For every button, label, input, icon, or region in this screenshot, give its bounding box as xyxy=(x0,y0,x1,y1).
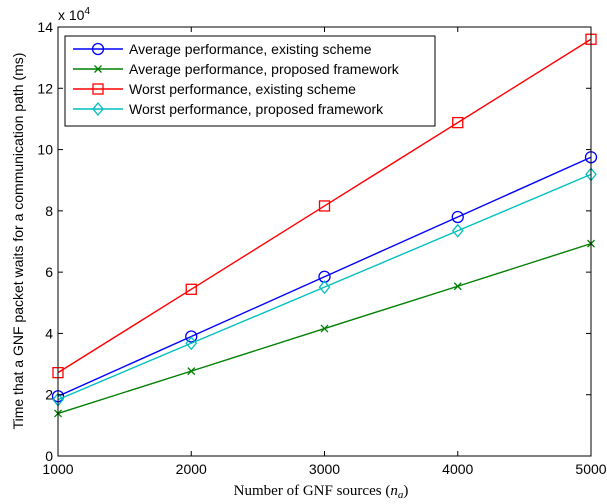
legend-label: Average performance, proposed framework xyxy=(129,61,400,77)
y-tick-label: 8 xyxy=(45,203,53,219)
legend-entry-average-performance-proposed-framework: Average performance, proposed framework xyxy=(73,61,400,77)
data-point-average-performance-existing-scheme-2 xyxy=(185,330,198,343)
data-point-worst-performance-existing-scheme-4 xyxy=(452,116,464,129)
series-line-worst-performance-existing-scheme xyxy=(57,38,592,374)
y-tick-label: 12 xyxy=(37,80,53,96)
data-point-average-performance-proposed-framework-4 xyxy=(453,282,462,291)
series-line-worst-performance-proposed-framework xyxy=(57,173,592,401)
y-tick-label: 2 xyxy=(45,387,53,403)
y-tick-label: 10 xyxy=(37,142,53,158)
data-point-worst-performance-proposed-framework-2 xyxy=(185,336,198,351)
data-point-average-performance-proposed-framework-2 xyxy=(187,367,196,376)
axes-layer: 1000 2000 3000 4000 5000 0 2 4 6 8 10 12 14 xyxy=(37,19,606,477)
x-tick-label: 5000 xyxy=(575,461,606,477)
series-line-average-performance-existing-scheme xyxy=(57,156,592,397)
legend-entry-worst-performance-existing-scheme: Worst performance, existing scheme xyxy=(73,81,356,97)
x-tick-label: 3000 xyxy=(309,461,340,477)
data-point-worst-performance-proposed-framework-3 xyxy=(318,280,331,295)
legend-label: Average performance, existing scheme xyxy=(129,41,372,57)
series-average-performance-proposed-framework xyxy=(54,239,595,418)
legend-entry-worst-performance-proposed-framework: Worst performance, proposed framework xyxy=(73,101,384,117)
y-tick-label: 0 xyxy=(45,448,53,464)
y-tick-label: 6 xyxy=(45,264,53,280)
data-point-worst-performance-existing-scheme-3 xyxy=(318,200,331,212)
x-tick-label: 4000 xyxy=(442,461,473,477)
y-tick-label: 14 xyxy=(37,19,53,35)
data-point-average-performance-existing-scheme-3 xyxy=(318,270,331,283)
data-point-average-performance-existing-scheme-4 xyxy=(451,210,464,224)
legend-label: Worst performance, proposed framework xyxy=(129,101,384,117)
x-tick-label: 2000 xyxy=(176,461,207,477)
data-point-worst-performance-proposed-framework-4 xyxy=(451,223,464,238)
x-axis-label: Number of GNF sources (na) xyxy=(234,483,409,501)
legend-entry-average-performance-existing-scheme: Average performance, existing scheme xyxy=(73,41,372,57)
y-multiplier: x 104 xyxy=(58,6,90,23)
legend-label: Worst performance, existing scheme xyxy=(129,81,356,97)
data-point-worst-performance-existing-scheme-2 xyxy=(185,283,197,295)
data-point-average-performance-proposed-framework-3 xyxy=(320,324,329,333)
legend-marker xyxy=(91,42,105,56)
legend: Average performance, existing scheme Aver… xyxy=(64,35,436,127)
legend-marker xyxy=(94,65,102,73)
legend-marker xyxy=(92,101,104,117)
legend-box xyxy=(64,35,436,127)
y-tick-label: 4 xyxy=(45,325,53,341)
y-axis-label: Time that a GNF packet waits for a commu… xyxy=(10,53,26,430)
x-tick-label: 1000 xyxy=(42,461,73,477)
legend-marker xyxy=(92,83,104,95)
